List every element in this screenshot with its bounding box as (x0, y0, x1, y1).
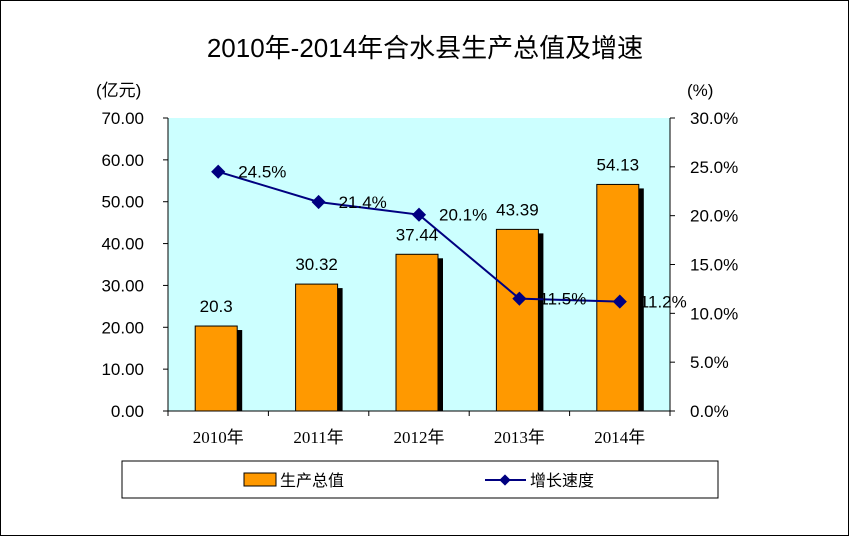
y-right-tick-label: 10.0% (690, 304, 738, 323)
y-left-unit: (亿元) (96, 81, 141, 100)
chart-title: 2010年-2014年合水县生产总值及增速 (207, 33, 643, 63)
line-point (211, 164, 226, 179)
line-value-label: 20.1% (439, 206, 487, 225)
y-left-tick-label: 50.00 (101, 193, 144, 212)
line-point (411, 207, 427, 222)
y-right-tick-label: 5.0% (690, 353, 729, 372)
line-point (512, 291, 527, 306)
x-tick-label: 2014年 (594, 428, 645, 447)
line-point (612, 294, 627, 309)
y-left-tick-label: 30.00 (101, 276, 144, 295)
bar-series (194, 183, 644, 412)
bar-value-label: 43.39 (496, 200, 539, 219)
y-left-tick-label: 20.00 (101, 318, 144, 337)
bar-value-label: 30.32 (295, 255, 338, 274)
y-right-tick-label: 0.0% (690, 402, 729, 421)
bar-value-label: 54.13 (597, 155, 640, 174)
x-tick-label: 2011年 (293, 428, 343, 447)
axes: 0.00 10.00 20.00 30.00 40.00 50.00 60.00 70.00 0… (101, 109, 738, 447)
bar (295, 283, 339, 412)
line-value-label: 11.2% (640, 293, 687, 312)
y-left-tick-label: 60.00 (101, 151, 144, 170)
legend: 生产总值 增长速度 (121, 460, 719, 499)
legend-line-label: 增长速度 (530, 472, 594, 490)
line-value-label: 24.5% (238, 163, 286, 182)
y-left-tick-label: 70.00 (101, 109, 144, 128)
line-series (211, 164, 627, 309)
y-left-tick-label: 40.00 (101, 235, 144, 254)
y-right-tick-label: 20.0% (690, 207, 738, 226)
data-labels: 20.3 30.32 37.44 43.39 54.13 24.5% 21.4% 20.1% 1… (200, 155, 687, 316)
line-point (311, 194, 326, 210)
bar-value-label: 37.44 (396, 225, 439, 244)
legend-bar-label: 生产总值 (280, 472, 344, 490)
y-left-tick-label: 0.00 (111, 402, 144, 421)
bar (495, 228, 539, 412)
y-right-tick-label: 25.0% (690, 158, 738, 177)
legend-box (121, 460, 719, 499)
legend-bar-swatch (243, 472, 277, 487)
bar-value-label: 20.3 (200, 297, 233, 316)
x-tick-label: 2013年 (494, 428, 545, 447)
y-right-tick-label: 30.0% (690, 109, 738, 128)
y-right-tick-label: 15.0% (690, 256, 738, 275)
bar (194, 325, 238, 412)
bar (395, 253, 439, 412)
y-right-unit: (%) (687, 81, 713, 100)
line-value-label: 11.5% (539, 290, 586, 309)
y-left-tick-label: 10.00 (101, 360, 144, 379)
legend-line-marker (499, 474, 511, 486)
x-tick-label: 2012年 (394, 428, 445, 447)
line-value-label: 21.4% (339, 193, 387, 212)
x-tick-label: 2010年 (193, 428, 244, 447)
